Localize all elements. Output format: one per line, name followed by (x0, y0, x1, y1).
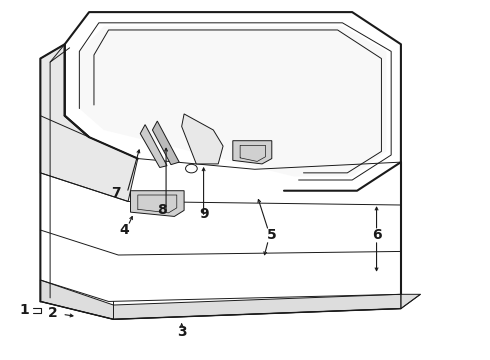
Polygon shape (40, 280, 420, 319)
Text: 2: 2 (48, 306, 57, 320)
Text: 1: 1 (20, 303, 30, 318)
Text: 8: 8 (157, 203, 167, 217)
Polygon shape (79, 26, 386, 176)
Polygon shape (130, 191, 184, 216)
Polygon shape (233, 141, 272, 164)
Polygon shape (152, 121, 179, 165)
Polygon shape (182, 114, 223, 164)
Text: 5: 5 (267, 228, 277, 242)
Text: 9: 9 (199, 207, 208, 221)
Polygon shape (140, 125, 167, 167)
Text: 6: 6 (372, 228, 381, 242)
Text: 3: 3 (177, 325, 187, 339)
Polygon shape (40, 44, 138, 202)
Circle shape (186, 164, 197, 173)
Text: 7: 7 (111, 185, 121, 199)
Text: 4: 4 (119, 223, 129, 237)
